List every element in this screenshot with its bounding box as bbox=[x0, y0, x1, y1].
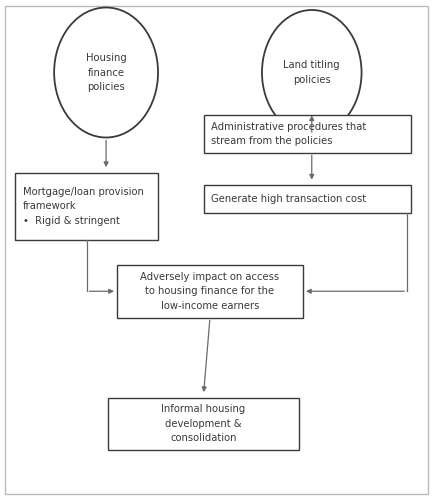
Text: Mortgage/loan provision
framework
•  Rigid & stringent: Mortgage/loan provision framework • Rigi… bbox=[23, 187, 144, 226]
FancyBboxPatch shape bbox=[15, 172, 158, 240]
Text: Housing
finance
policies: Housing finance policies bbox=[86, 52, 126, 92]
Text: Administrative procedures that
stream from the policies: Administrative procedures that stream fr… bbox=[211, 122, 367, 146]
Text: Informal housing
development &
consolidation: Informal housing development & consolida… bbox=[162, 404, 246, 443]
FancyBboxPatch shape bbox=[204, 185, 411, 212]
FancyBboxPatch shape bbox=[117, 265, 303, 318]
FancyBboxPatch shape bbox=[108, 398, 299, 450]
FancyBboxPatch shape bbox=[204, 115, 411, 152]
Text: Adversely impact on access
to housing finance for the
low-income earners: Adversely impact on access to housing fi… bbox=[140, 272, 280, 310]
Text: Land titling
policies: Land titling policies bbox=[284, 60, 340, 85]
Text: Generate high transaction cost: Generate high transaction cost bbox=[211, 194, 366, 204]
